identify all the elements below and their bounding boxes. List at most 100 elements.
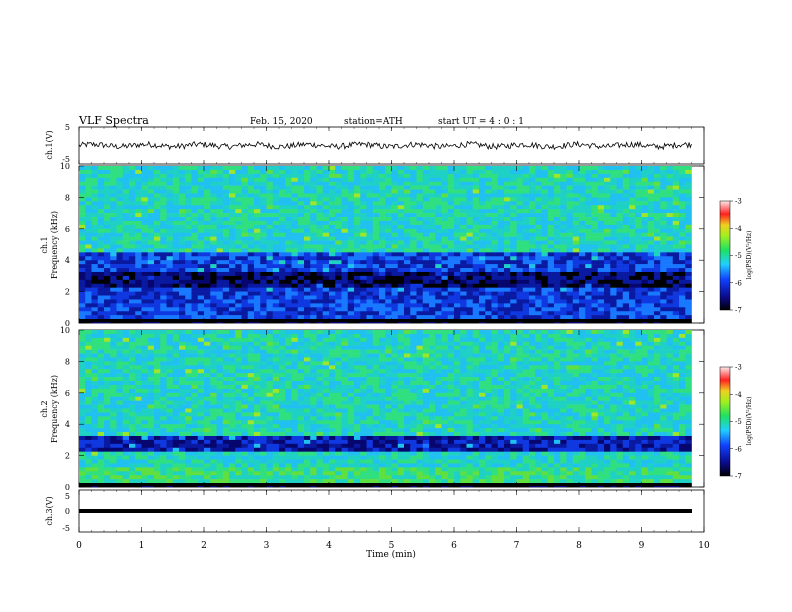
- spectrogram-cell: [335, 177, 342, 182]
- spectrogram-cell: [104, 232, 111, 237]
- spectrogram-cell: [566, 177, 574, 182]
- ch1-spectrogram-cells: [79, 166, 692, 324]
- spectrogram-cell: [229, 365, 236, 370]
- spectrogram-cell: [654, 244, 661, 249]
- spectrogram-cell: [266, 345, 274, 350]
- spectrogram-cell: [329, 268, 336, 273]
- spectrogram-cell: [285, 349, 292, 354]
- spectrogram-cell: [97, 177, 105, 182]
- spectrogram-cell: [97, 193, 105, 198]
- spectrogram-cell: [341, 201, 349, 206]
- spectrogram-cell: [404, 197, 411, 202]
- spectrogram-cell: [510, 213, 517, 218]
- spectrogram-cell: [272, 353, 280, 358]
- spectrogram-cell: [297, 224, 305, 230]
- spectrogram-cell: [129, 315, 136, 320]
- spectrogram-cell: [472, 315, 480, 320]
- spectrogram-cell: [416, 299, 424, 304]
- spectrogram-cell: [404, 228, 411, 234]
- spectrogram-cell: [79, 341, 86, 346]
- spectrogram-cell: [222, 349, 230, 354]
- spectrogram-cell: [391, 201, 399, 206]
- spectrogram-cell: [310, 345, 317, 350]
- spectrogram-cell: [591, 189, 599, 194]
- spectrogram-cell: [460, 232, 467, 237]
- spectrogram-cell: [160, 189, 167, 194]
- spectrogram-cell: [160, 169, 167, 175]
- spectrogram-cell: [554, 244, 561, 249]
- spectrogram-cell: [166, 291, 174, 296]
- spectrogram-cell: [672, 345, 680, 350]
- spectrogram-cell: [260, 224, 267, 230]
- spectrogram-cell: [272, 185, 280, 190]
- spectrogram-cell: [466, 232, 474, 237]
- spectrogram-cell: [210, 341, 217, 346]
- spectrogram-cell: [79, 193, 86, 198]
- spectrogram-cell: [447, 217, 455, 222]
- spectrogram-cell: [116, 315, 124, 320]
- spectrogram-cell: [447, 228, 455, 234]
- spectrogram-cell: [566, 201, 574, 206]
- spectrogram-cell: [604, 185, 611, 190]
- spectrogram-cell: [641, 217, 649, 222]
- spectrogram-cell: [541, 213, 549, 218]
- spectrogram-cell: [172, 330, 180, 335]
- ytick-label: 4: [65, 256, 70, 265]
- spectrogram-cell: [216, 333, 224, 339]
- spectrogram-cell: [597, 291, 605, 296]
- ytick-label: 2: [65, 288, 70, 297]
- spectrogram-cell: [91, 173, 99, 179]
- spectrogram-cell: [97, 291, 105, 296]
- spectrogram-cell: [360, 291, 367, 296]
- spectrogram-cell: [291, 169, 299, 175]
- spectrogram-cell: [522, 189, 530, 194]
- spectrogram-cell: [147, 295, 155, 300]
- spectrogram-cell: [235, 337, 242, 343]
- spectrogram-cell: [435, 166, 442, 171]
- spectrogram-cell: [554, 341, 561, 346]
- spectrogram-cell: [504, 236, 511, 241]
- spectrogram-cell: [441, 240, 449, 245]
- spectrogram-cell: [235, 236, 242, 241]
- spectrogram-cell: [541, 299, 549, 304]
- spectrogram-cell: [147, 264, 155, 269]
- spectrogram-cell: [397, 213, 405, 218]
- spectrogram-cell: [391, 337, 399, 343]
- spectrogram-cell: [97, 311, 105, 316]
- spectrogram-cell: [435, 220, 442, 226]
- spectrogram-cell: [547, 333, 555, 339]
- spectrogram-cell: [460, 271, 467, 277]
- spectrogram-cell: [554, 205, 561, 210]
- spectrogram-cell: [379, 315, 386, 320]
- spectrogram-cell: [291, 287, 299, 292]
- spectrogram-cell: [279, 330, 286, 335]
- spectrogram-cell: [122, 299, 130, 304]
- spectrogram-cell: [660, 311, 667, 316]
- spectrogram-cell: [122, 353, 130, 358]
- spectrogram-cell: [472, 345, 480, 350]
- spectrogram-cell: [466, 283, 474, 288]
- spectrogram-cell: [647, 248, 655, 253]
- spectrogram-cell: [541, 209, 549, 214]
- spectrogram-cell: [97, 260, 105, 265]
- spectrogram-cell: [491, 169, 499, 175]
- spectrogram-cell: [79, 185, 86, 190]
- spectrogram-cell: [341, 189, 349, 194]
- spectrogram-cell: [116, 181, 124, 186]
- spectrogram-cell: [641, 287, 649, 292]
- spectrogram-cell: [679, 365, 686, 370]
- spectrogram-cell: [472, 303, 480, 308]
- spectrogram-cell: [210, 232, 217, 237]
- spectrogram-cell: [429, 271, 436, 277]
- spectrogram-cell: [141, 275, 149, 281]
- spectrogram-cell: [591, 279, 599, 285]
- spectrogram-cell: [185, 361, 192, 366]
- spectrogram-cell: [654, 189, 661, 194]
- spectrogram-cell: [397, 228, 405, 234]
- spectrogram-cell: [491, 201, 499, 206]
- spectrogram-cell: [354, 224, 361, 230]
- spectrogram-cell: [235, 341, 242, 346]
- spectrogram-cell: [522, 279, 530, 285]
- spectrogram-cell: [354, 283, 361, 288]
- spectrogram-cell: [210, 271, 217, 277]
